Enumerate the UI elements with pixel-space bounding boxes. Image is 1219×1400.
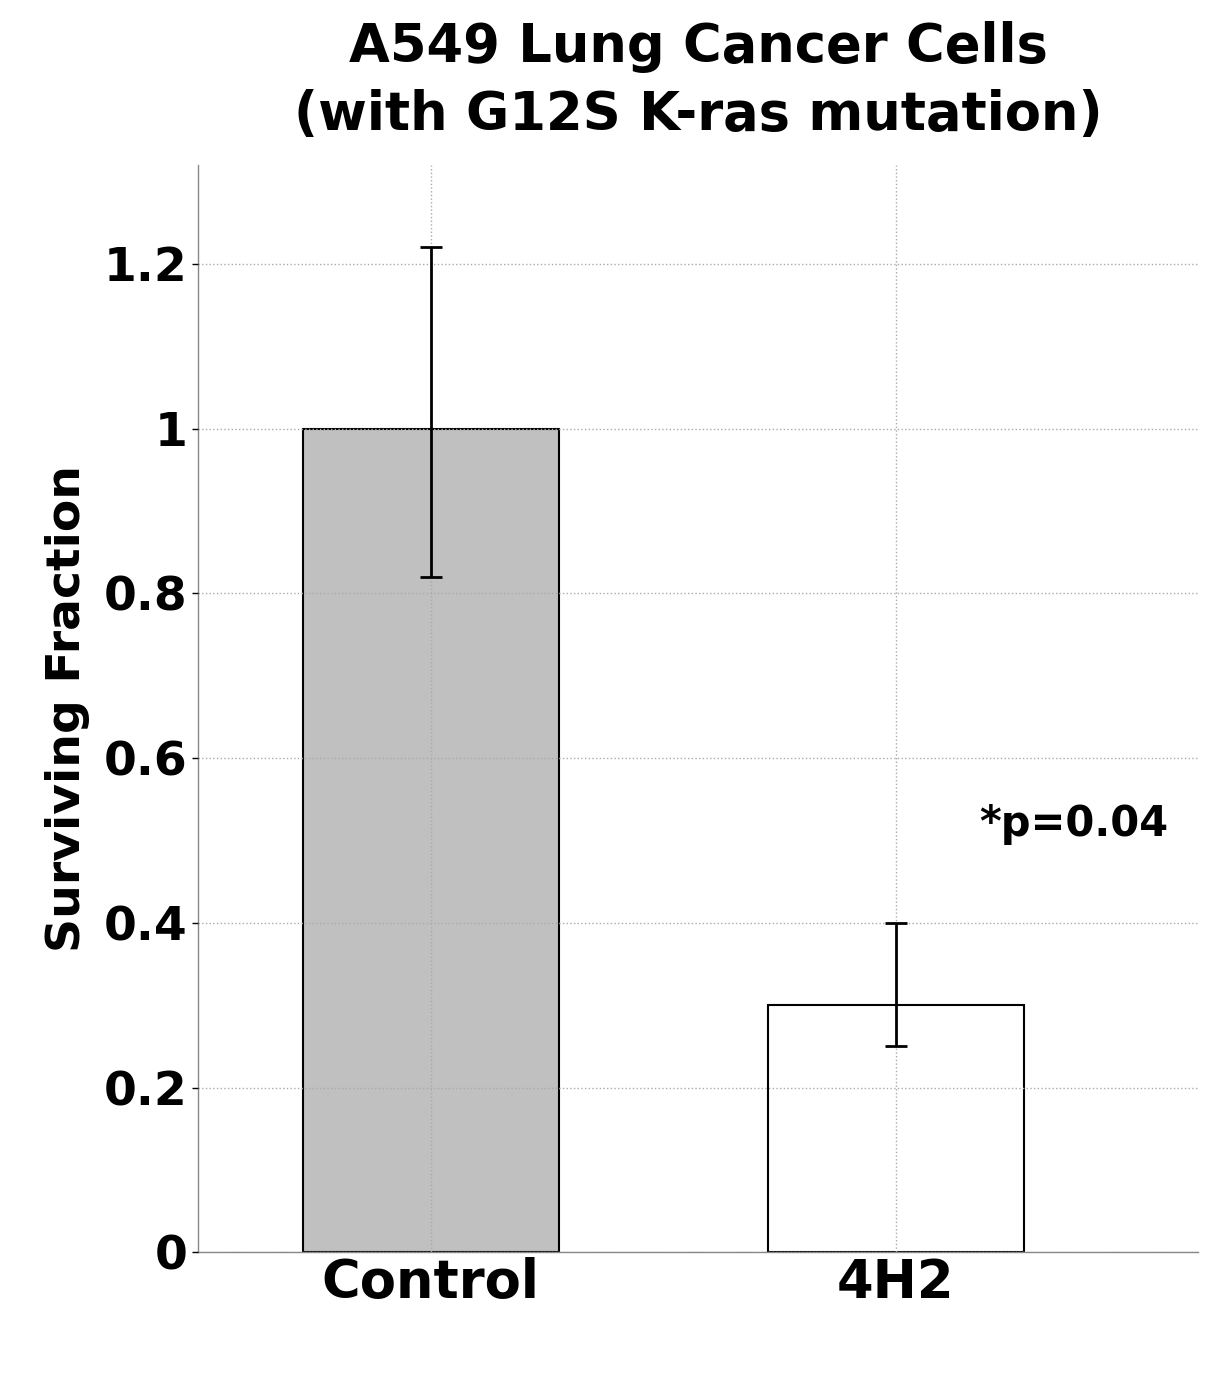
Bar: [302, 428, 558, 1253]
Title: A549 Lung Cancer Cells
(with G12S K-ras mutation): A549 Lung Cancer Cells (with G12S K-ras …: [294, 21, 1102, 141]
Bar: [768, 1005, 1024, 1253]
Text: *p=0.04: *p=0.04: [980, 804, 1169, 846]
Y-axis label: Surviving Fraction: Surviving Fraction: [45, 465, 90, 952]
